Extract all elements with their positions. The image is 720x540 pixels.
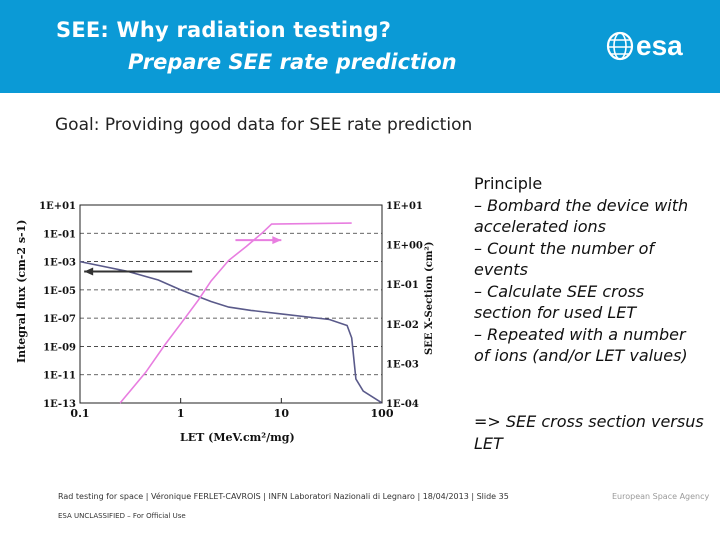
y-tick-label: 1E-11 bbox=[43, 371, 76, 382]
principle-item: – Repeated with a number of ions (and/or… bbox=[474, 324, 688, 366]
esa-logo: esa bbox=[606, 28, 706, 68]
x-axis-ticks: 0.1 1 10 100 bbox=[70, 398, 394, 420]
y-axis-ticks: 1E+01 1E-01 1E-03 1E-05 1E-07 1E-09 1E-11 1E-13 bbox=[39, 201, 76, 410]
y2-axis-label: SEE X-Section (cm²) bbox=[424, 241, 435, 355]
title-banner: SEE: Why radiation testing? Prepare SEE … bbox=[0, 0, 720, 93]
y-tick-label: 1E-07 bbox=[43, 314, 76, 325]
slide-title: SEE: Why radiation testing? bbox=[56, 18, 392, 42]
see-rate-chart: 1E+01 1E-01 1E-03 1E-05 1E-07 1E-09 1E-11 1E-13… bbox=[14, 195, 454, 450]
x-tick-label: 0.1 bbox=[70, 407, 89, 420]
cross-section-curve bbox=[119, 222, 352, 404]
flux-curve bbox=[79, 260, 383, 404]
y-tick-label: 1E+01 bbox=[39, 201, 76, 212]
y-tick-label: 1E-01 bbox=[43, 229, 76, 240]
x-tick-label: 100 bbox=[371, 407, 394, 420]
chart-background bbox=[14, 195, 454, 450]
arrow-left-icon bbox=[84, 267, 94, 276]
principle-heading: Principle bbox=[474, 174, 543, 193]
x-tick-label: 10 bbox=[274, 407, 290, 420]
x-axis-label: LET (MeV.cm²/mg) bbox=[180, 431, 295, 444]
principle-item: – Count the number of events bbox=[474, 238, 654, 280]
y-tick-label: 1E-03 bbox=[43, 258, 76, 269]
chart-series bbox=[79, 222, 383, 404]
y2-tick-label: 1E-04 bbox=[386, 399, 419, 410]
y2-tick-label: 1E-02 bbox=[386, 320, 419, 331]
y-axis-label: Integral flux (cm-2 s-1) bbox=[15, 220, 28, 363]
principle-item: – Bombard the device with accelerated io… bbox=[474, 195, 689, 237]
principle-item: – Calculate SEE cross section for used L… bbox=[474, 281, 645, 323]
esa-logo-icon bbox=[606, 31, 634, 61]
y-tick-label: 1E-13 bbox=[43, 399, 76, 410]
y2-axis-ticks: 1E+01 1E+00 1E-01 1E-02 1E-03 1E-04 bbox=[386, 201, 423, 410]
esa-logo-text: esa bbox=[636, 30, 683, 61]
x-tick-label: 1 bbox=[177, 407, 185, 420]
arrow-right-icon bbox=[272, 236, 282, 245]
footer-agency: European Space Agency bbox=[612, 492, 710, 501]
footer-text: Rad testing for space | Véronique FERLET… bbox=[58, 492, 509, 501]
plot-frame bbox=[79, 204, 383, 404]
chart-annotations bbox=[84, 236, 282, 276]
principle-block: Principle – Bombard the device with acce… bbox=[474, 173, 704, 367]
y-tick-label: 1E-05 bbox=[43, 286, 76, 297]
y2-tick-label: 1E+00 bbox=[386, 241, 423, 252]
y2-tick-label: 1E-03 bbox=[386, 359, 419, 370]
goal-text: Goal: Providing good data for SEE rate p… bbox=[55, 115, 473, 135]
classification-label: ESA UNCLASSIFIED – For Official Use bbox=[58, 512, 186, 520]
chart-grid bbox=[80, 232, 382, 376]
y2-tick-label: 1E-01 bbox=[386, 280, 419, 291]
conclusion-text: => SEE cross section versus LET bbox=[474, 412, 704, 453]
y-tick-label: 1E-09 bbox=[43, 342, 76, 353]
y2-tick-label: 1E+01 bbox=[386, 201, 423, 212]
slide-subtitle: Prepare SEE rate prediction bbox=[128, 50, 457, 74]
